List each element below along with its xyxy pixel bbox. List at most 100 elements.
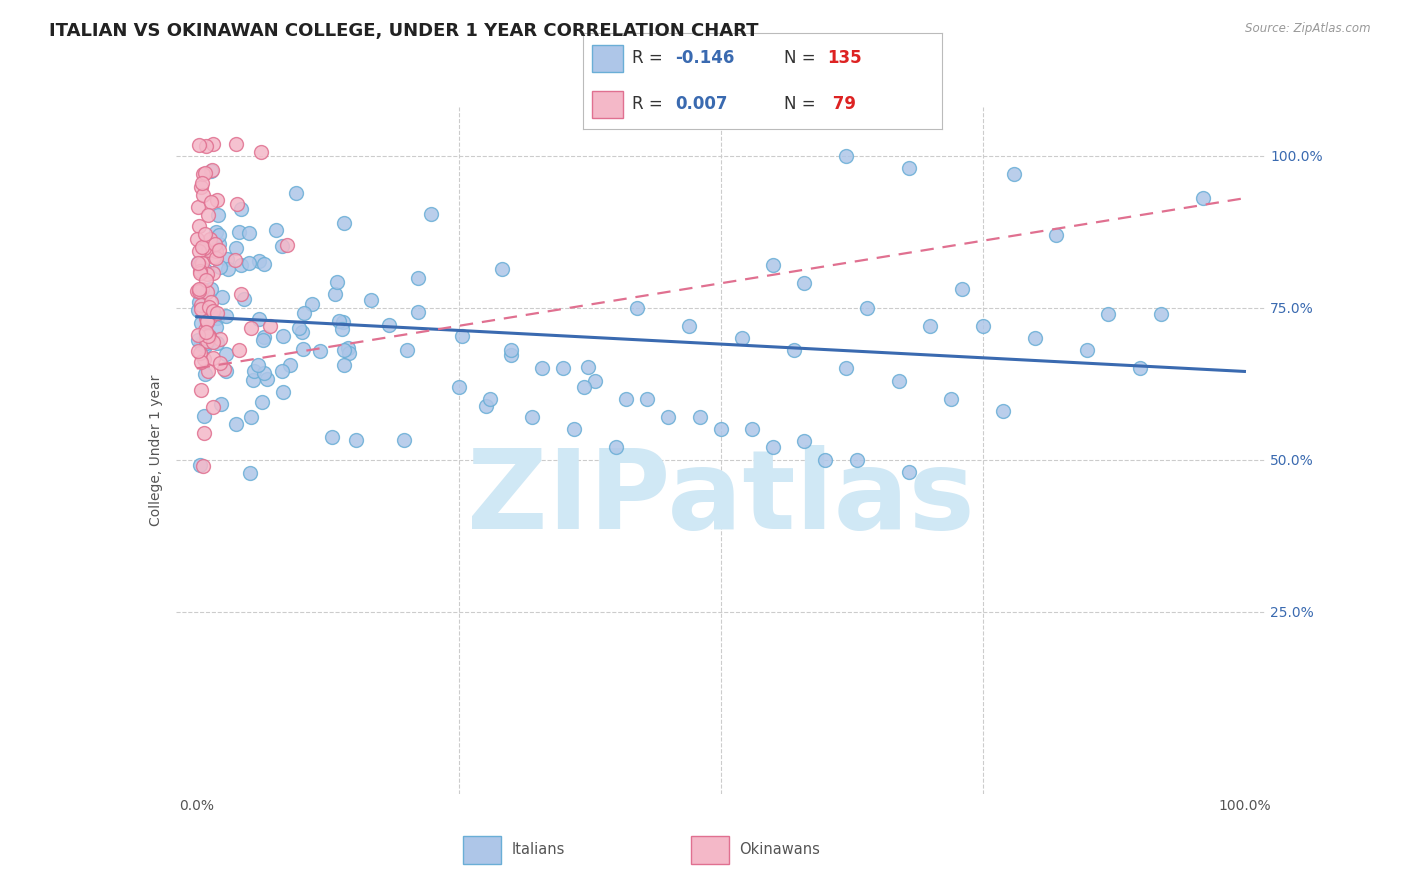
Point: [217, 252, 239, 267]
Point: [190, 298, 212, 312]
Point: [193, 352, 215, 367]
Point: [256, 372, 278, 386]
Point: [204, 244, 226, 258]
Point: [898, 465, 921, 479]
Point: [193, 425, 215, 440]
Point: [835, 361, 858, 376]
Point: [195, 285, 218, 299]
FancyBboxPatch shape: [592, 45, 623, 71]
Point: [198, 301, 221, 315]
Point: [678, 318, 700, 333]
Point: [197, 314, 219, 328]
FancyBboxPatch shape: [592, 91, 623, 118]
Point: [239, 321, 262, 335]
Point: [253, 329, 276, 343]
Point: [188, 267, 211, 281]
Point: [301, 296, 323, 310]
Point: [377, 318, 399, 332]
Point: [194, 339, 217, 353]
Point: [200, 309, 222, 323]
Point: [336, 342, 359, 356]
Point: [330, 321, 353, 335]
Point: [195, 273, 218, 287]
Point: [250, 145, 273, 160]
Point: [574, 379, 596, 393]
Point: [186, 232, 208, 246]
Text: R =: R =: [631, 95, 668, 112]
Point: [972, 318, 994, 333]
Text: R =: R =: [631, 48, 668, 67]
Point: [360, 293, 382, 307]
Point: [188, 346, 211, 360]
Point: [229, 258, 252, 272]
Text: Source: ZipAtlas.com: Source: ZipAtlas.com: [1246, 22, 1371, 36]
Point: [1097, 307, 1119, 321]
Point: [491, 261, 513, 276]
Point: [193, 323, 215, 337]
Point: [246, 358, 269, 372]
Point: [562, 422, 585, 436]
Point: [238, 227, 260, 241]
Point: [605, 441, 627, 455]
Text: N =: N =: [785, 48, 821, 67]
Point: [198, 232, 221, 246]
Point: [332, 358, 354, 372]
Point: [209, 332, 232, 346]
Text: N =: N =: [785, 95, 821, 112]
Point: [392, 434, 415, 448]
Point: [276, 238, 298, 252]
Point: [200, 295, 222, 310]
Point: [208, 244, 231, 258]
Point: [190, 384, 212, 398]
Point: [1024, 331, 1046, 345]
Point: [205, 193, 228, 207]
Point: [228, 225, 250, 239]
Point: [247, 311, 270, 326]
Point: [730, 331, 752, 345]
Point: [187, 333, 209, 347]
Point: [195, 315, 218, 329]
Point: [783, 343, 806, 358]
Text: Italians: Italians: [512, 842, 565, 856]
Point: [332, 315, 354, 329]
Point: [1076, 343, 1098, 358]
Point: [793, 277, 815, 291]
Point: [939, 392, 962, 406]
Point: [291, 342, 314, 356]
Point: [195, 336, 218, 351]
Point: [238, 256, 260, 270]
Point: [188, 458, 211, 473]
Point: [188, 259, 211, 273]
Point: [200, 164, 222, 178]
Text: 0.007: 0.007: [675, 95, 727, 112]
Text: ITALIAN VS OKINAWAN COLLEGE, UNDER 1 YEAR CORRELATION CHART: ITALIAN VS OKINAWAN COLLEGE, UNDER 1 YEA…: [49, 22, 759, 40]
Point: [193, 334, 215, 348]
Point: [284, 186, 307, 200]
Point: [259, 318, 281, 333]
Point: [451, 329, 474, 343]
Point: [202, 250, 225, 264]
Point: [197, 329, 219, 343]
Point: [531, 361, 554, 376]
Point: [212, 361, 235, 376]
Point: [242, 373, 264, 387]
Point: [195, 334, 218, 348]
Point: [191, 304, 214, 318]
Point: [270, 364, 292, 378]
Point: [204, 237, 226, 252]
Text: -0.146: -0.146: [675, 48, 734, 67]
Point: [225, 197, 247, 211]
Point: [191, 256, 214, 270]
Point: [202, 266, 225, 280]
Point: [636, 392, 658, 406]
Point: [190, 282, 212, 296]
Text: 135: 135: [827, 48, 862, 67]
Point: [201, 401, 224, 415]
Point: [195, 139, 218, 153]
Point: [209, 260, 232, 274]
Point: [499, 343, 522, 358]
Point: [215, 309, 238, 323]
Point: [195, 331, 218, 345]
Point: [188, 295, 211, 310]
Point: [194, 227, 217, 242]
